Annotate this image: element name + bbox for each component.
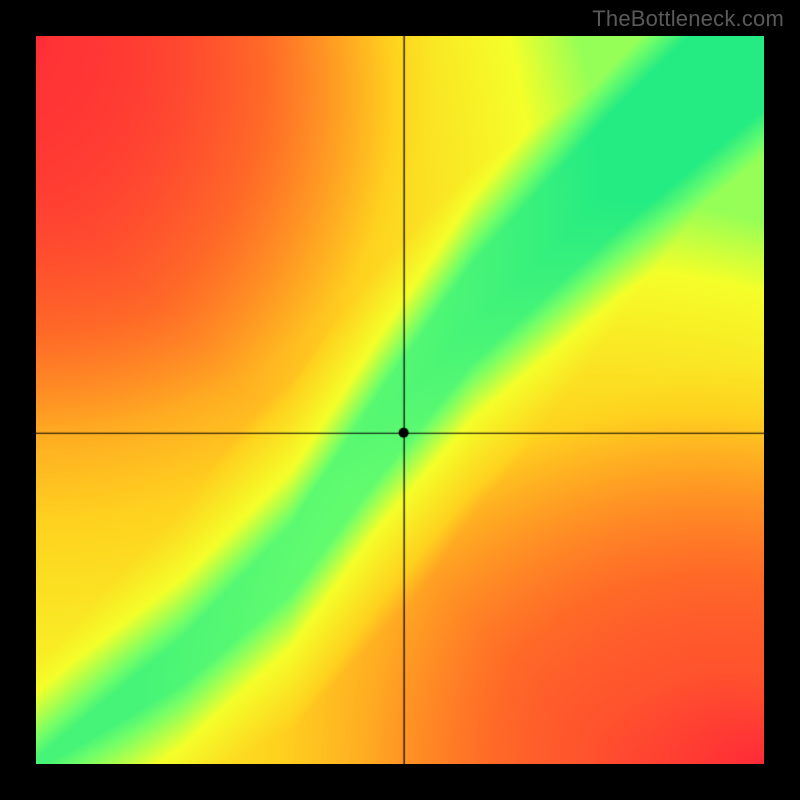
watermark-text: TheBottleneck.com (592, 6, 784, 32)
chart-container: TheBottleneck.com (0, 0, 800, 800)
bottleneck-heatmap (36, 36, 764, 764)
